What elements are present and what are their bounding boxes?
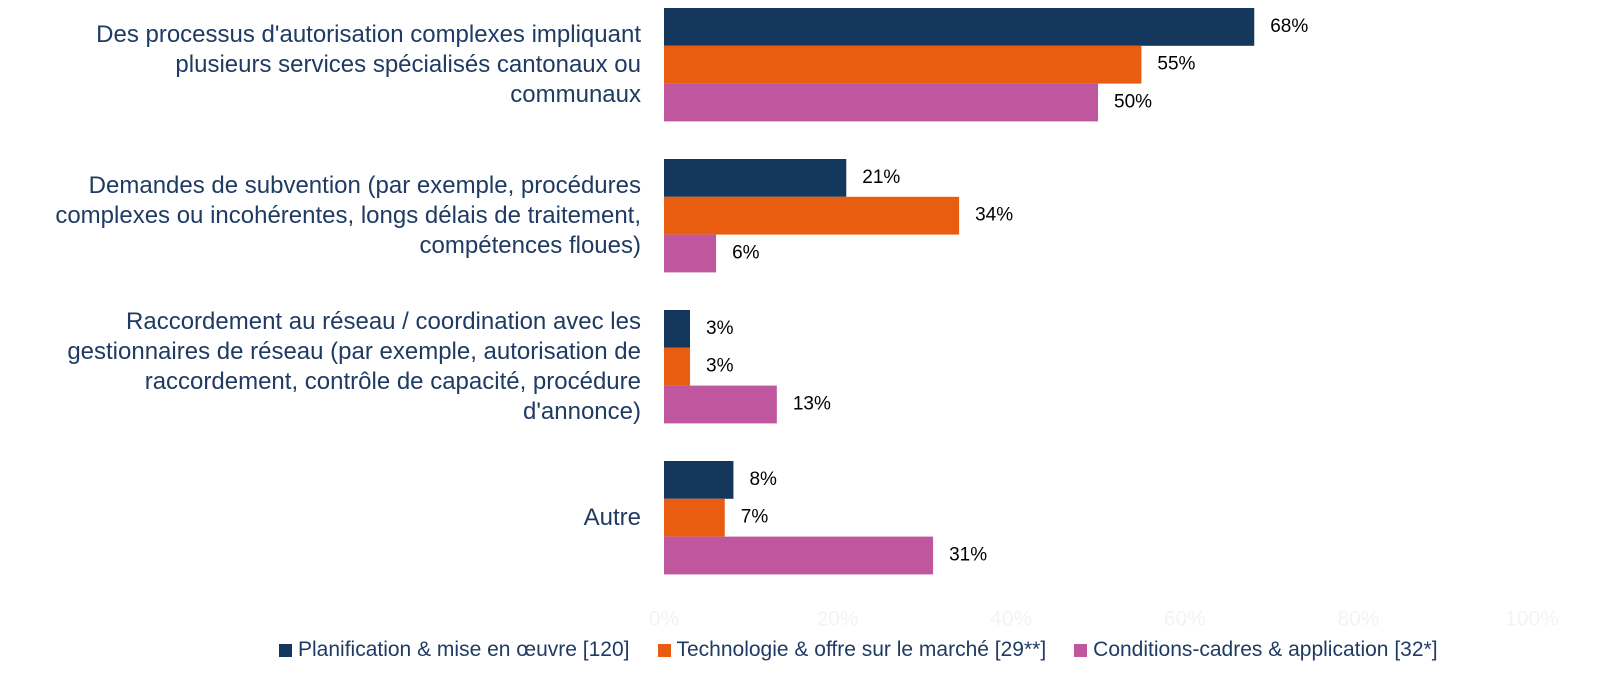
bar [664, 498, 725, 537]
legend-item: Planification & mise en œuvre [120] [279, 638, 630, 662]
value-label: 50% [1114, 92, 1152, 113]
legend: Planification & mise en œuvre [120] Techn… [279, 638, 1438, 662]
x-tick-label: 60% [1164, 608, 1206, 631]
category-label: Demandes de subvention (par exemple, pro… [55, 171, 641, 259]
x-tick-label: 20% [817, 608, 859, 631]
value-label: 55% [1157, 54, 1195, 75]
x-tick-label: 0% [649, 608, 679, 631]
bar [664, 461, 734, 499]
bar [664, 45, 1142, 84]
bar [664, 310, 691, 348]
bar [664, 196, 960, 235]
value-label: 3% [706, 356, 734, 377]
legend-swatch [1074, 643, 1088, 657]
x-tick-label: 80% [1337, 608, 1379, 631]
bar [664, 8, 1255, 46]
category-label: Des processus d'autorisation complexes i… [96, 20, 641, 108]
bar [664, 385, 777, 424]
x-tick-label: 100% [1505, 608, 1559, 631]
legend-label: Technologie & offre sur le marché [29**] [676, 638, 1047, 661]
value-label: 6% [732, 243, 760, 264]
value-label: 7% [741, 507, 769, 528]
value-label: 68% [1270, 16, 1308, 37]
category-label: Raccordement au réseau / coordination av… [67, 307, 641, 425]
value-label: 31% [949, 545, 987, 566]
value-label: 34% [975, 205, 1013, 226]
legend-swatch [279, 643, 292, 657]
bar [664, 347, 691, 386]
legend-item: Technologie & offre sur le marché [29**] [657, 638, 1047, 662]
value-label: 8% [749, 469, 777, 490]
value-label: 13% [793, 394, 831, 415]
legend-label: Conditions-cadres & application [32*] [1093, 638, 1438, 661]
legend-item: Conditions-cadres & application [32*] [1074, 638, 1438, 662]
legend-label: Planification & mise en œuvre [120] [298, 638, 630, 661]
legend-swatch [657, 643, 671, 657]
bar [664, 83, 1098, 122]
bar [664, 536, 934, 575]
bar [664, 159, 847, 197]
bar [664, 234, 717, 273]
value-label: 21% [862, 167, 900, 188]
category-label: Autre [583, 503, 641, 531]
value-label: 3% [706, 318, 734, 339]
x-tick-label: 40% [990, 608, 1032, 631]
